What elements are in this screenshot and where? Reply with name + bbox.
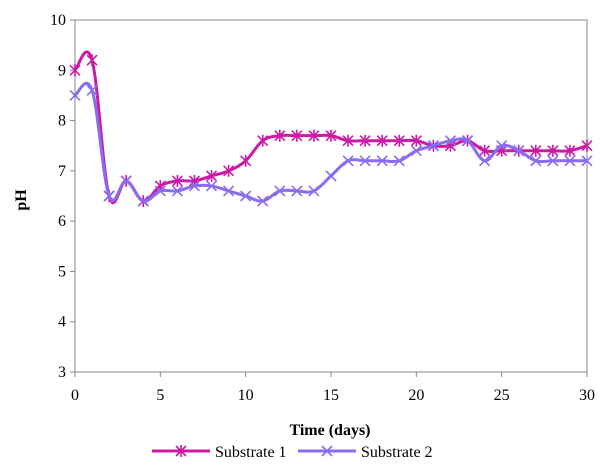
data-point [325, 170, 337, 182]
y-axis-title: pH [13, 189, 30, 211]
data-point [308, 129, 320, 142]
data-point [291, 185, 303, 197]
data-point [308, 185, 320, 197]
series-2 [69, 81, 593, 207]
x-tick-label: 30 [579, 387, 595, 404]
data-point [530, 144, 542, 157]
data-point [69, 89, 81, 101]
legend-swatch-marker [321, 445, 333, 457]
data-point [461, 135, 474, 147]
data-point [257, 195, 269, 207]
y-tick-label: 3 [58, 364, 66, 381]
data-point [342, 134, 354, 147]
data-point [376, 155, 388, 167]
data-point [359, 155, 371, 167]
data-point [223, 164, 235, 177]
data-point [120, 175, 132, 187]
data-point [410, 145, 422, 157]
data-point [393, 134, 405, 147]
y-tick-label: 10 [50, 12, 66, 29]
data-point [69, 64, 81, 77]
data-point [291, 129, 303, 142]
data-point [581, 139, 593, 152]
legend-item: Substrate 1 [152, 444, 287, 461]
data-point [257, 134, 269, 147]
legend-swatch-marker [175, 445, 187, 457]
data-point [581, 155, 593, 167]
data-point [240, 154, 252, 167]
data-point [240, 190, 252, 202]
x-tick-label: 10 [238, 387, 254, 404]
data-point [223, 185, 235, 197]
legend-label: Substrate 1 [215, 444, 287, 461]
data-point [274, 129, 286, 142]
x-tick-label: 25 [494, 387, 510, 404]
data-point [376, 134, 388, 147]
data-point [86, 84, 98, 96]
y-tick-label: 6 [58, 213, 66, 230]
data-point [393, 155, 405, 167]
data-point [513, 145, 525, 157]
data-point [205, 169, 218, 182]
y-tick-label: 7 [58, 163, 66, 180]
series-line [74, 81, 587, 203]
data-point [479, 155, 491, 167]
y-tick-label: 8 [58, 113, 66, 130]
data-point [530, 155, 542, 167]
data-point [359, 134, 371, 147]
x-axis-title: Time (days) [289, 422, 370, 439]
data-point [205, 180, 218, 192]
data-point [427, 140, 439, 152]
data-point [325, 129, 337, 142]
y-tick-label: 4 [58, 314, 66, 331]
data-point [171, 174, 183, 187]
data-point [137, 195, 149, 207]
data-point [547, 144, 559, 157]
series-1 [69, 50, 593, 208]
data-point [342, 155, 354, 167]
data-point [188, 180, 201, 192]
data-point [564, 144, 576, 157]
data-point [564, 155, 576, 167]
y-tick-label: 9 [58, 62, 66, 79]
series-line [73, 50, 588, 205]
x-tick-label: 5 [156, 387, 164, 404]
legend: Substrate 1 Substrate 2 [152, 444, 433, 461]
data-point [496, 140, 508, 152]
data-point [410, 134, 422, 147]
x-tick-label: 0 [71, 387, 79, 404]
series-layer [69, 50, 593, 208]
data-point [444, 135, 457, 147]
data-point [547, 155, 559, 167]
y-tick-label: 5 [58, 263, 66, 280]
legend-label: Substrate 2 [361, 444, 433, 461]
data-point [103, 190, 115, 202]
axes: 3 4 5 6 7 8 9 10 0 5 10 15 20 25 30 [50, 12, 595, 404]
data-point [86, 54, 98, 67]
data-point [479, 144, 491, 157]
legend-item: Substrate 2 [298, 444, 433, 461]
data-point [154, 185, 166, 197]
data-point [274, 185, 286, 197]
x-tick-label: 15 [323, 387, 339, 404]
x-tick-label: 20 [408, 387, 424, 404]
data-point [171, 185, 183, 197]
